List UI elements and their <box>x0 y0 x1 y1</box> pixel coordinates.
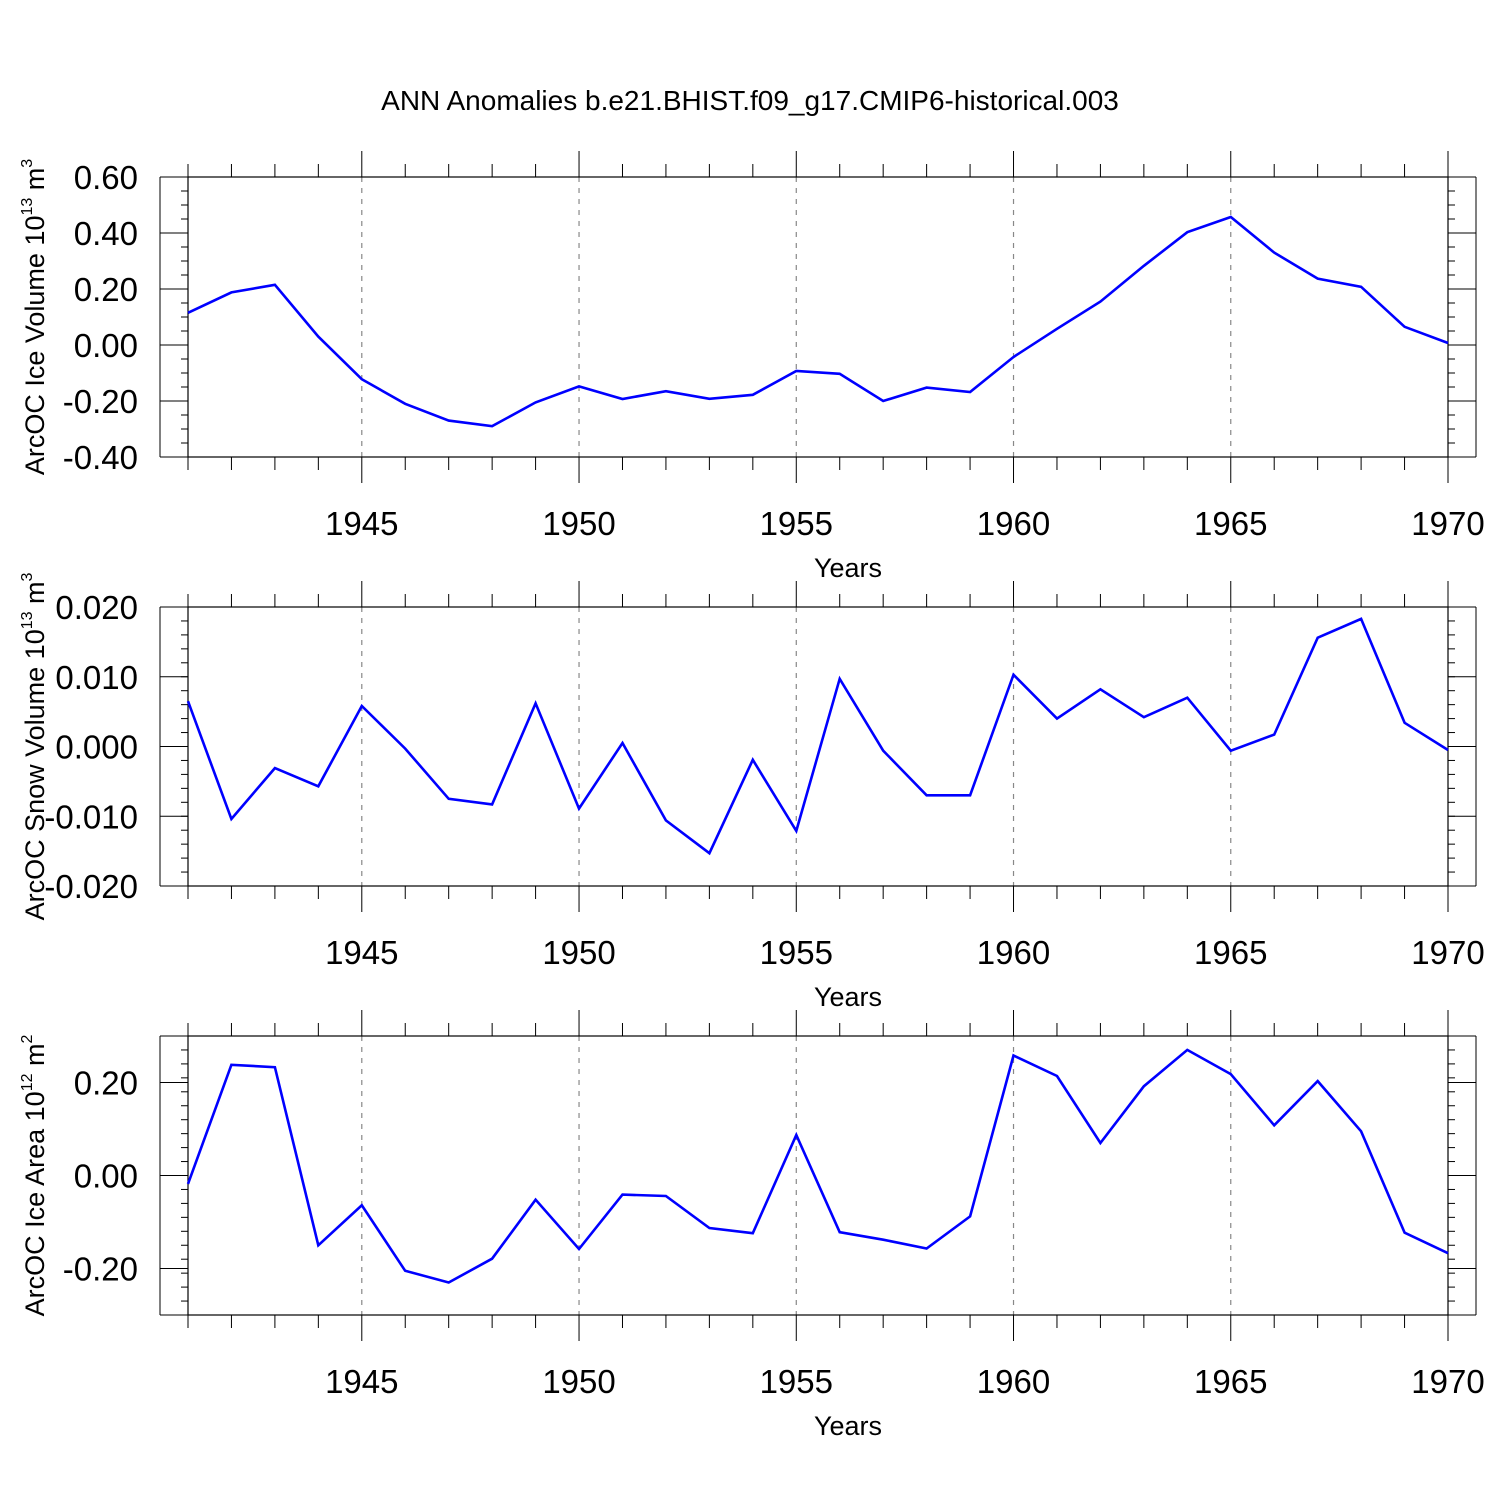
x-tick-label: 1960 <box>977 1363 1050 1400</box>
x-tick-label: 1955 <box>760 505 833 542</box>
x-axis-title: Years <box>814 553 882 583</box>
y-axis-title-exponent: 13 <box>19 611 36 629</box>
x-tick-label: 1945 <box>325 1363 398 1400</box>
x-tick-label: 1945 <box>325 505 398 542</box>
y-axis-title-unit-exponent: 2 <box>19 1035 36 1044</box>
chart-panel-1: -0.40 -0.20 0.00 0.20 0.40 0.60 1945 1950 1955 19… <box>19 151 1485 583</box>
x-tick-label: 1960 <box>977 505 1050 542</box>
series-line <box>186 1048 1449 1284</box>
y-tick-label: -0.20 <box>63 1251 138 1288</box>
y-axis-title: ArcOC Ice Volume 1013 m3 <box>19 159 50 475</box>
x-axis-title: Years <box>814 982 882 1012</box>
chart-panel-2: -0.020 -0.010 0.000 0.010 0.020 1945 1950 1955 1… <box>19 572 1485 1012</box>
y-axis-title-exponent: 12 <box>19 1073 36 1091</box>
y-tick-label: 0.010 <box>55 659 138 696</box>
panels: -0.40 -0.20 0.00 0.20 0.40 0.60 1945 1950 1955 19… <box>19 151 1485 1441</box>
y-axis-title: ArcOC Ice Area 1012 m2 <box>19 1035 50 1317</box>
y-axis-title-unit-exponent: 3 <box>19 572 36 581</box>
chart-panel-3: -0.20 0.00 0.20 1945 1950 1955 1960 1965 1970 Yea… <box>19 1010 1485 1441</box>
plot-frame <box>187 176 1449 458</box>
x-tick-label: 1965 <box>1194 1363 1267 1400</box>
y-tick-label: 0.000 <box>55 729 138 766</box>
x-tick-label: 1965 <box>1194 934 1267 971</box>
y-axis-title-unit: m <box>20 581 50 611</box>
x-tick-label: 1970 <box>1411 1363 1484 1400</box>
plot-frame <box>187 1035 1449 1316</box>
x-tick-label: 1950 <box>542 1363 615 1400</box>
y-tick-label: 0.60 <box>74 159 138 196</box>
series-line <box>186 617 1449 856</box>
y-tick-label: -0.020 <box>44 868 138 905</box>
x-tick-label: 1950 <box>542 934 615 971</box>
x-tick-label: 1945 <box>325 934 398 971</box>
y-tick-label: -0.010 <box>44 798 138 835</box>
y-tick-label: 0.20 <box>74 271 138 308</box>
x-tick-label: 1960 <box>977 934 1050 971</box>
plot-frame <box>187 606 1449 887</box>
y-tick-label: 0.00 <box>74 327 138 364</box>
y-axis-title: ArcOC Snow Volume 1013 m3 <box>19 572 50 920</box>
x-tick-label: 1955 <box>760 934 833 971</box>
y-axis-title-main: ArcOC Snow Volume 10 <box>20 629 50 920</box>
y-tick-label: -0.40 <box>63 439 138 476</box>
y-axis-title-main: ArcOC Ice Volume 10 <box>20 216 50 476</box>
x-axis-title: Years <box>814 1411 882 1441</box>
x-tick-label: 1970 <box>1411 934 1484 971</box>
x-tick-label: 1955 <box>760 1363 833 1400</box>
y-axis-title-main: ArcOC Ice Area 10 <box>20 1091 50 1316</box>
y-axis-title-unit-exponent: 3 <box>19 159 36 168</box>
y-axis-title-unit: m <box>20 1044 50 1074</box>
x-tick-label: 1965 <box>1194 505 1267 542</box>
x-tick-label: 1970 <box>1411 505 1484 542</box>
x-tick-label: 1950 <box>542 505 615 542</box>
y-tick-label: 0.20 <box>74 1065 138 1102</box>
series-line <box>187 215 1449 428</box>
y-tick-label: 0.020 <box>55 589 138 626</box>
figure-title: ANN Anomalies b.e21.BHIST.f09_g17.CMIP6-… <box>381 85 1119 116</box>
y-tick-label: -0.20 <box>63 383 138 420</box>
y-tick-label: 0.00 <box>74 1158 138 1195</box>
y-tick-label: 0.40 <box>74 215 138 252</box>
y-axis-title-unit: m <box>20 168 50 198</box>
y-axis-title-exponent: 13 <box>19 198 36 216</box>
